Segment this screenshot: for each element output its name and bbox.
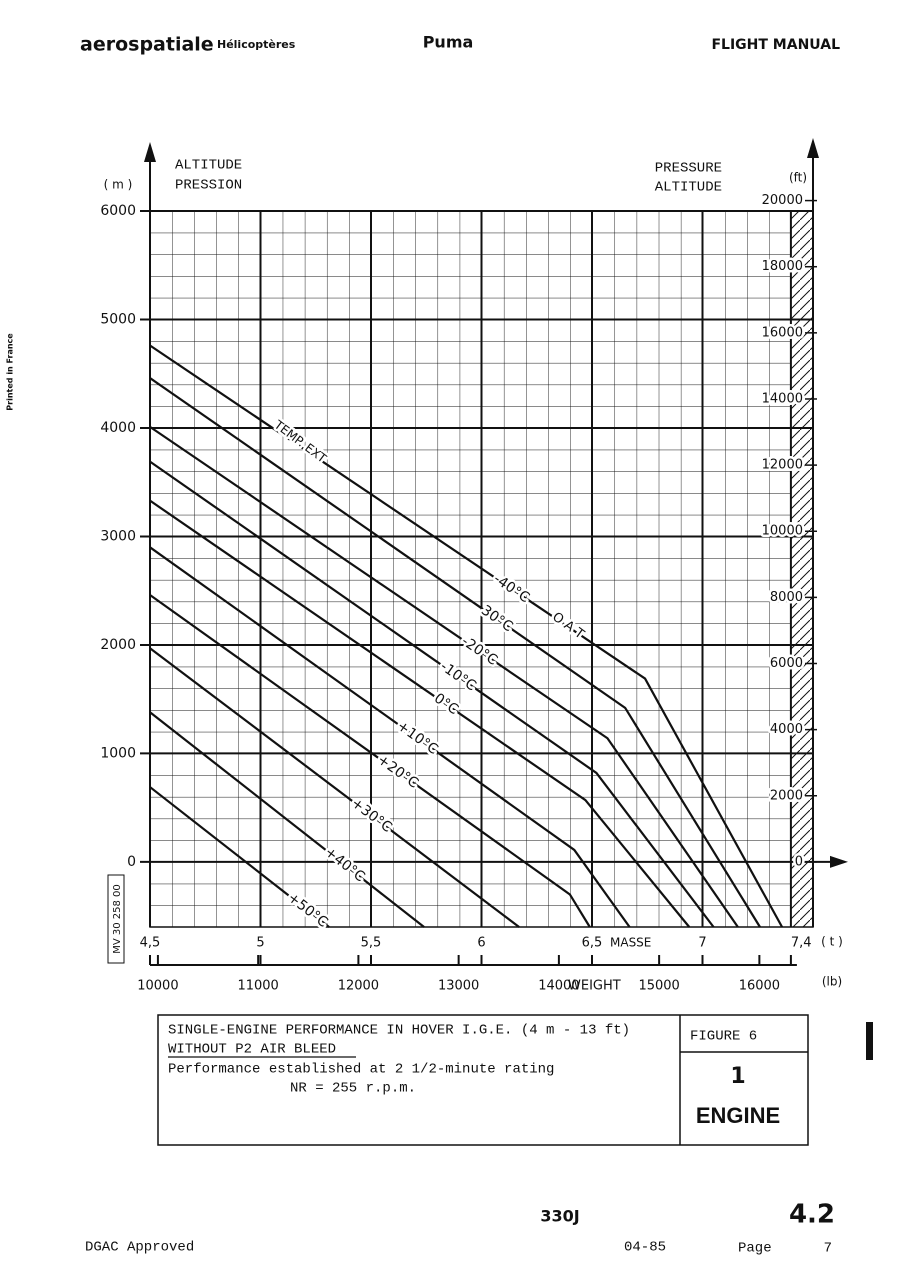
x-tick-label: 6,5 — [582, 936, 603, 951]
y2-tick-label: 12000 — [762, 458, 803, 473]
engine-count: 1 — [730, 1064, 745, 1089]
x-tick-label: 7 — [698, 936, 706, 951]
box — [157, 1014, 809, 1146]
series-line — [149, 344, 784, 928]
side-note: Printed in France — [6, 333, 15, 411]
y2-tick-label: 4000 — [770, 722, 803, 737]
series-line — [149, 647, 520, 928]
y2-label: ALTITUDE — [655, 180, 722, 196]
y2-tick-label: 20000 — [762, 193, 803, 208]
change-bar — [866, 1022, 873, 1060]
series-line — [149, 377, 761, 928]
footer-approval: DGAC Approved — [85, 1240, 194, 1256]
x-tick-label: 5,5 — [361, 936, 382, 951]
footer-model: 330J — [540, 1207, 579, 1226]
y-tick-label: 2000 — [100, 637, 136, 653]
y2-tick-label: 0 — [795, 854, 803, 869]
plot — [140, 210, 814, 928]
x2-unit: (lb) — [822, 975, 842, 989]
x2-tick-label: 16000 — [739, 979, 780, 994]
y2-label: PRESSURE — [655, 161, 722, 177]
y2-tick-label: 14000 — [762, 391, 803, 406]
y-tick-label: 4000 — [100, 420, 136, 436]
figure-number: FIGURE 6 — [690, 1029, 757, 1045]
engine: ENGINE — [696, 1103, 780, 1128]
arrow — [144, 142, 156, 162]
y2-tick-label: 2000 — [770, 788, 803, 803]
series-line — [149, 460, 715, 928]
series-line — [149, 499, 691, 928]
manual: FLIGHT MANUAL — [711, 37, 840, 53]
y-unit: ( m ) — [104, 178, 133, 192]
y-tick-label: 1000 — [100, 745, 136, 761]
y2-tick-label: 18000 — [762, 259, 803, 274]
y-tick-label: 6000 — [100, 203, 136, 219]
minor-grid — [150, 211, 791, 927]
hatched-area — [790, 211, 813, 927]
y-tick-label: 5000 — [100, 311, 136, 327]
footer-section: 4.2 — [789, 1200, 835, 1230]
doc-ref-box — [107, 874, 125, 964]
x2-tick-label: 15000 — [638, 979, 679, 994]
y2-tick-label: 10000 — [762, 524, 803, 539]
y-tick-label: 3000 — [100, 528, 136, 544]
x-tick-label: 7,4 — [791, 936, 812, 951]
footer-date: 04-85 — [624, 1240, 666, 1256]
y2-unit: (ft) — [789, 171, 807, 185]
arrow — [807, 138, 819, 158]
arrow — [830, 855, 848, 868]
footer-page: 7 — [824, 1241, 832, 1257]
x2-tick-label: 14000 — [538, 979, 579, 994]
series-line — [149, 711, 425, 928]
x2-tick-label: 13000 — [438, 979, 479, 994]
x2-tick-label: 12000 — [338, 979, 379, 994]
series-line — [149, 786, 330, 928]
y2-tick-label: 16000 — [762, 325, 803, 340]
x-tick-label: 6 — [477, 936, 485, 951]
figure-box: SINGLE-ENGINE PERFORMANCE IN HOVER I.G.E… — [157, 1014, 809, 1146]
series-line — [149, 425, 739, 928]
x2-label: WEIGHT — [568, 979, 621, 994]
y-tick-label: 0 — [127, 854, 136, 870]
x2-tick-label: 10000 — [137, 979, 178, 994]
model: Puma — [423, 33, 474, 52]
series-line — [149, 546, 631, 928]
box-title: SINGLE-ENGINE PERFORMANCE IN HOVER I.G.E… — [168, 1023, 630, 1039]
x2-tick-label: 11000 — [237, 979, 278, 994]
x-unit: ( t ) — [821, 935, 843, 949]
doc-ref: MV 30 258 00 — [112, 884, 123, 954]
box-text: NR = 255 r.p.m. — [290, 1081, 416, 1097]
footer-page-label: Page — [738, 1241, 772, 1257]
x-tick-label: 4,5 — [140, 936, 161, 951]
y-label: PRESSION — [175, 178, 242, 194]
x-tick-label: 5 — [256, 936, 264, 951]
brand-sub: Hélicoptères — [217, 38, 296, 51]
y2-tick-label: 8000 — [770, 590, 803, 605]
x-label: MASSE — [610, 936, 651, 950]
y-label: ALTITUDE — [175, 158, 242, 174]
brand: aerospatiale — [80, 34, 214, 56]
y2-tick-label: 6000 — [770, 656, 803, 671]
series-line — [149, 594, 591, 928]
box-subtitle: WITHOUT P2 AIR BLEED — [168, 1042, 336, 1058]
box-text: Performance established at 2 1/2-minute … — [168, 1062, 554, 1078]
